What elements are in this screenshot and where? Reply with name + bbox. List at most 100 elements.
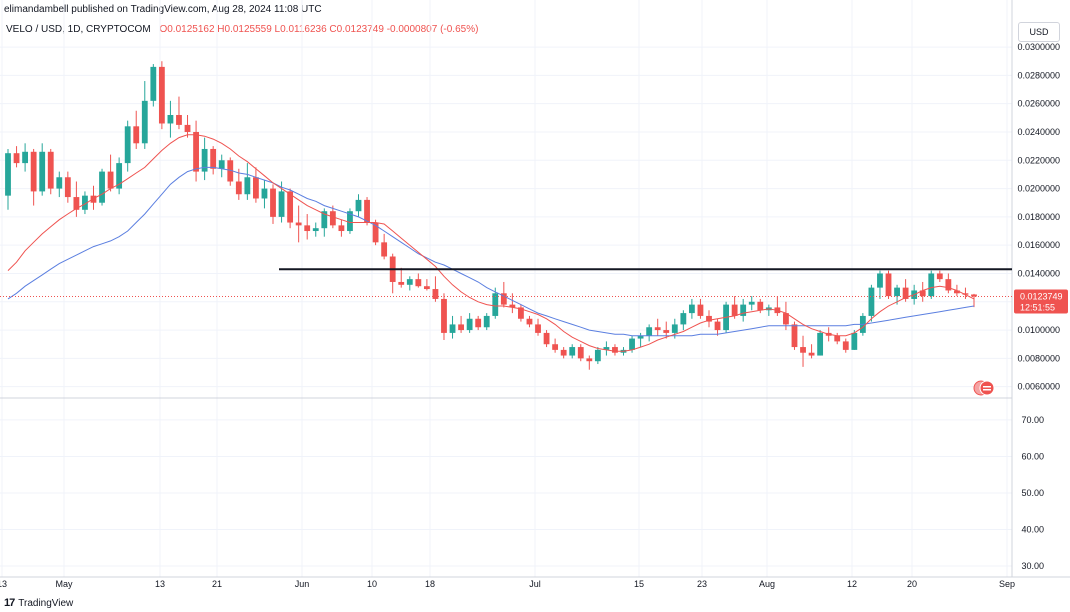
candle xyxy=(406,276,413,291)
candle-body xyxy=(552,344,559,350)
candle xyxy=(381,233,388,260)
candle-body xyxy=(116,163,123,189)
candle xyxy=(817,330,824,356)
candle xyxy=(552,338,559,353)
candle-body xyxy=(466,318,473,331)
candle xyxy=(150,64,157,107)
candle xyxy=(808,344,815,359)
candle xyxy=(449,315,456,339)
candle-body xyxy=(817,332,824,356)
candle-body xyxy=(432,289,439,299)
time-tick-label: May xyxy=(55,579,73,589)
candle-body xyxy=(406,279,413,285)
price-tick-label: 0.0140000 xyxy=(1017,268,1060,278)
brand-name: TradingView xyxy=(18,597,74,609)
candle xyxy=(697,298,704,319)
candle xyxy=(834,332,841,345)
publisher-caption: elimandambell published on TradingView.c… xyxy=(4,4,322,15)
slow-moving-average-line xyxy=(7,166,975,337)
candle xyxy=(304,214,311,240)
price-tick-label: 0.0300000 xyxy=(1017,42,1060,52)
candle xyxy=(184,114,191,138)
candle xyxy=(423,279,430,291)
price-tick-label: 0.0160000 xyxy=(1017,240,1060,250)
candle xyxy=(141,81,148,149)
candle-body xyxy=(329,211,336,226)
candle xyxy=(30,148,37,206)
candle xyxy=(270,184,276,224)
candle-body xyxy=(688,304,695,314)
candle xyxy=(347,208,353,234)
time-tick-label: 20 xyxy=(907,579,917,589)
candle-body xyxy=(218,160,225,169)
price-tick-label: 0.0180000 xyxy=(1017,212,1060,222)
candle-body xyxy=(518,307,524,319)
candle-body xyxy=(629,338,635,350)
candle-body xyxy=(483,315,490,328)
candle-body xyxy=(637,335,644,339)
candle-body xyxy=(167,114,174,124)
candle xyxy=(500,281,507,308)
ohlc-values: O0.0125162 H0.0125559 L0.0116236 C0.0123… xyxy=(159,24,479,35)
candle-body xyxy=(261,188,268,199)
grid-lines xyxy=(0,0,1012,577)
candle xyxy=(868,284,875,322)
price-tick-label: 0.0200000 xyxy=(1017,184,1060,194)
candle-body xyxy=(894,287,900,297)
candle-body xyxy=(500,293,507,305)
currency-button[interactable]: USD xyxy=(1018,22,1060,42)
candle-body xyxy=(287,191,294,223)
candle-body xyxy=(381,242,388,257)
candle-body xyxy=(158,66,165,124)
candle-body xyxy=(612,347,618,353)
indicator-tick-label: 30.00 xyxy=(1021,561,1044,571)
time-axis: 13 May 13 21 Jun 10 18 Jul 15 23 Aug 12 20 Sep xyxy=(0,579,1015,589)
candle xyxy=(253,167,259,203)
candle xyxy=(64,171,71,203)
candle-body xyxy=(338,225,345,232)
candle xyxy=(535,318,541,336)
candle xyxy=(312,222,319,237)
candle-body xyxy=(415,279,422,287)
last-price-label: 0.0123749 12:51:55 xyxy=(1014,289,1068,314)
candle xyxy=(90,185,97,210)
candle-body xyxy=(441,298,447,333)
bar-countdown: 12:51:55 xyxy=(1020,302,1055,312)
indicator-tick-label: 60.00 xyxy=(1021,451,1044,461)
candle xyxy=(492,287,499,319)
candle-body xyxy=(364,199,370,223)
candle-body xyxy=(90,195,97,203)
candle-body xyxy=(697,304,704,316)
indicator-tick-label: 70.00 xyxy=(1021,415,1044,425)
chart-legend: VELO / USD, 1D, CRYPTOCOM O0.0125162 H0.… xyxy=(6,24,478,35)
time-tick-label: 13 xyxy=(155,579,165,589)
candle-body xyxy=(124,126,131,164)
candles xyxy=(5,61,977,370)
candle xyxy=(962,287,969,299)
candle xyxy=(22,143,29,172)
candle xyxy=(928,270,935,299)
candle xyxy=(295,205,302,243)
candle xyxy=(680,310,687,331)
candle xyxy=(321,208,328,237)
candle-body xyxy=(526,318,533,325)
time-tick-label: Jul xyxy=(529,579,541,589)
time-tick-label: Aug xyxy=(759,579,775,589)
time-tick-label: 10 xyxy=(367,579,377,589)
candle-body xyxy=(5,153,11,196)
candle-body xyxy=(953,290,960,294)
candle-body xyxy=(577,347,584,359)
candle-body xyxy=(706,315,712,322)
candle-body xyxy=(885,273,892,297)
candle-body xyxy=(492,293,499,316)
candle-body xyxy=(535,324,541,333)
candle xyxy=(842,338,849,353)
candle-body xyxy=(868,287,875,316)
candle-body xyxy=(731,304,738,316)
candle-body xyxy=(64,177,71,198)
candle xyxy=(116,157,123,195)
events-icon[interactable] xyxy=(973,380,995,396)
tradingview-logo-icon: 17 xyxy=(4,597,15,609)
candle-body xyxy=(253,177,259,199)
